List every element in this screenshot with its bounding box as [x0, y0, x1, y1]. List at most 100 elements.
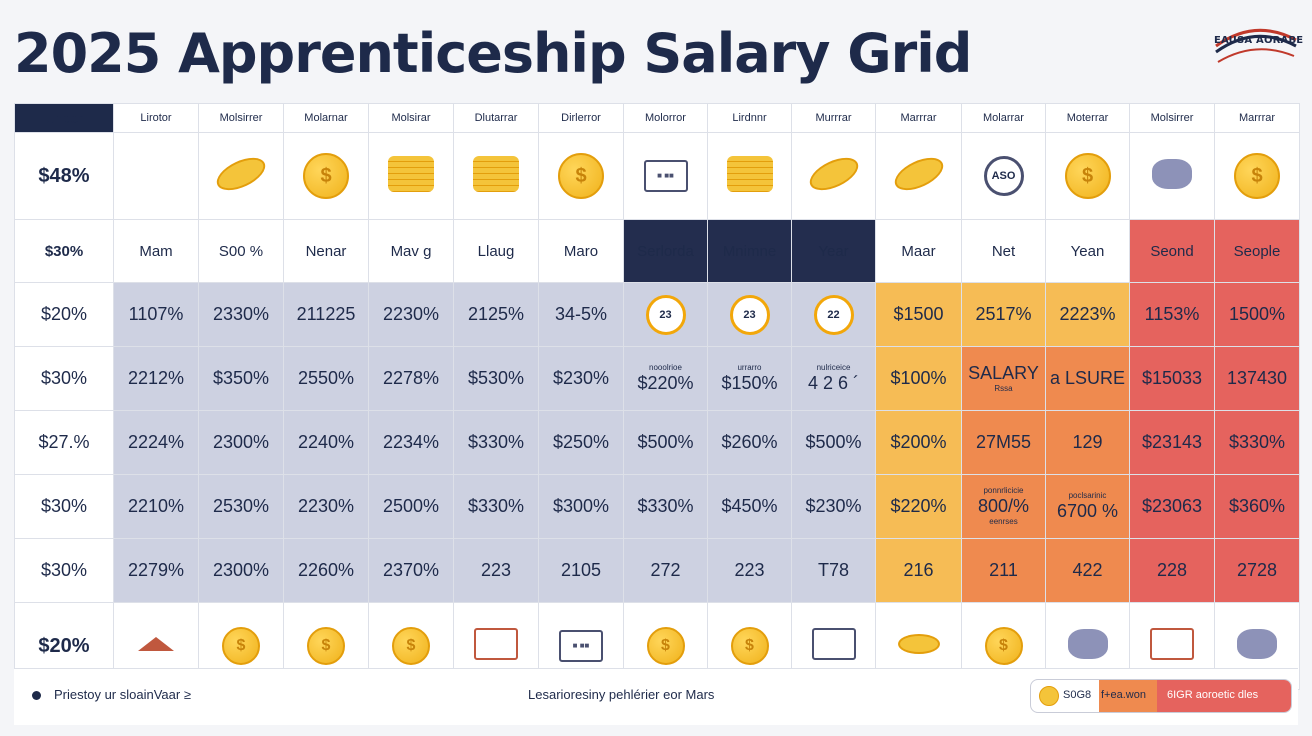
header-cell[interactable]: Molsirrer [1129, 103, 1215, 133]
grid-cell [368, 132, 454, 220]
level-badge: 23 [729, 294, 770, 335]
legend-red-segment [1157, 680, 1291, 712]
header-cell[interactable]: Marrrar [875, 103, 962, 133]
dollar-coin-icon: $ [1064, 153, 1111, 199]
header-cell[interactable]: Molorror [623, 103, 708, 133]
grid-cell [875, 132, 962, 220]
value-cell: a LSURE [1045, 346, 1130, 411]
header-cell[interactable]: Under [14, 103, 114, 133]
coin-icon [211, 150, 271, 197]
header-cell[interactable]: Lirotor [113, 103, 199, 133]
cell-value: SALARY [968, 363, 1039, 383]
cell-value: $150% [721, 373, 778, 393]
value-cell: 211225 [283, 282, 369, 347]
header-cell[interactable]: Murrrar [791, 103, 876, 133]
table-row: $30% 2210% 2530% 2230% 2500% $330% $300%… [14, 474, 1300, 539]
value-cell: $230% [791, 474, 876, 539]
header-cell[interactable]: Molarrar [961, 103, 1046, 133]
value-cell: 228 [1129, 538, 1215, 603]
value-cell: $230% [538, 346, 624, 411]
level-badge: 23 [645, 294, 686, 335]
value-cell: 1500% [1214, 282, 1300, 347]
value-cell: 2330% [198, 282, 284, 347]
value-cell: 2260% [283, 538, 369, 603]
grid-cell [791, 132, 876, 220]
value-cell: 211 [961, 538, 1046, 603]
footer-caption: Lesarioresiny pehlérier eor Mars [528, 687, 715, 702]
coin-stack-icon [473, 155, 519, 192]
value-cell: 1107% [113, 282, 199, 347]
legend-pill[interactable]: S0G8 f+ea.won 6IGR aoroetic dles [1030, 679, 1292, 713]
value-cell: $300% [538, 474, 624, 539]
value-cell: 2212% [113, 346, 199, 411]
grid-cell: $ [1214, 132, 1300, 220]
label-row: $30% Mam S00 % Nenar Mav g Llaug Maro Se… [14, 219, 1300, 283]
value-cell: 2230% [368, 282, 454, 347]
column-label: Nenar [283, 219, 369, 283]
value-cell: $360% [1214, 474, 1300, 539]
value-cell: 216 [875, 538, 962, 603]
cell-note: ponnrlicicie [983, 486, 1024, 495]
salary-grid: Under Lirotor Molsirrer Molarnar Molsira… [14, 103, 1300, 690]
row-label: $48% [14, 132, 114, 220]
tools-icon [1152, 158, 1192, 189]
coin-stack-icon [726, 155, 773, 192]
value-cell: 2224% [113, 410, 199, 475]
value-cell: $1500 [875, 282, 962, 347]
column-label: Net [961, 219, 1046, 283]
coin-icon [889, 150, 948, 197]
cell-note: nulriceice [816, 363, 851, 372]
value-cell: $15033 [1129, 346, 1215, 411]
row-label: $30% [14, 346, 114, 411]
column-label: Yean [1045, 219, 1130, 283]
column-label: Serlorda [623, 219, 708, 283]
grid-cell: $ [1045, 132, 1130, 220]
legend-label: S0G8 [1063, 689, 1092, 701]
cell-value: 800/% [977, 496, 1030, 516]
value-cell: 2517% [961, 282, 1046, 347]
laptop-icon: ■ ■■ [643, 160, 688, 192]
tools-icon [1067, 628, 1108, 659]
footer-bar: Priestoy ur sloainVaar ≥ Lesarioresiny p… [14, 668, 1298, 725]
level-badge: 22 [813, 294, 854, 335]
row-label: $20% [14, 282, 114, 347]
cell-value: $220% [637, 373, 694, 393]
value-cell: 34-5% [538, 282, 624, 347]
column-label: Maro [538, 219, 624, 283]
header-cell[interactable]: Molsirrer [198, 103, 284, 133]
header-cell[interactable]: Dlutarrar [453, 103, 539, 133]
cell-note: Rssa [994, 384, 1013, 393]
value-cell: 2240% [283, 410, 369, 475]
dollar-coin-icon: $ [303, 153, 349, 199]
table-row: $30% 2212% $350% 2550% 2278% $530% $230%… [14, 346, 1300, 411]
value-cell: 2125% [453, 282, 539, 347]
value-cell: 2210% [113, 474, 199, 539]
value-cell: 2300% [198, 410, 284, 475]
grid-cell [453, 132, 539, 220]
header-cell[interactable]: Lirdnnr [707, 103, 792, 133]
value-cell: $500% [623, 410, 708, 475]
header-cell[interactable]: Marrrar [1214, 103, 1300, 133]
value-cell: 2530% [198, 474, 284, 539]
value-cell: 1153% [1129, 282, 1215, 347]
header-cell[interactable]: Moterrar [1045, 103, 1130, 133]
table-row: $30% 2279% 2300% 2260% 2370% 223 2105 27… [14, 538, 1300, 603]
value-cell: $350% [198, 346, 284, 411]
value-cell: 272 [623, 538, 708, 603]
column-label: Mam [113, 219, 199, 283]
coin-stack-icon [388, 155, 434, 192]
value-cell: $23143 [1129, 410, 1215, 475]
laptop-icon [811, 627, 856, 660]
value-cell: 137430 [1214, 346, 1300, 411]
header-cell[interactable]: Dirlerror [538, 103, 624, 133]
dollar-coin-icon: $ [1234, 153, 1280, 199]
footer-link[interactable]: Priestoy ur sloainVaar ≥ [54, 687, 191, 702]
header-cell[interactable]: Molarnar [283, 103, 369, 133]
cell-note: eenrses [989, 517, 1018, 526]
value-cell: 2223% [1045, 282, 1130, 347]
cell-value: 6700 % [1056, 501, 1119, 521]
value-cell: 2279% [113, 538, 199, 603]
header-cell[interactable]: Molsirar [368, 103, 454, 133]
column-label: S00 % [198, 219, 284, 283]
legend-orange-segment [1099, 680, 1157, 712]
